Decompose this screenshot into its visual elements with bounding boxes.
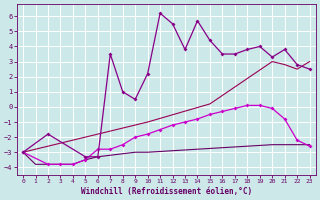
X-axis label: Windchill (Refroidissement éolien,°C): Windchill (Refroidissement éolien,°C)	[81, 187, 252, 196]
